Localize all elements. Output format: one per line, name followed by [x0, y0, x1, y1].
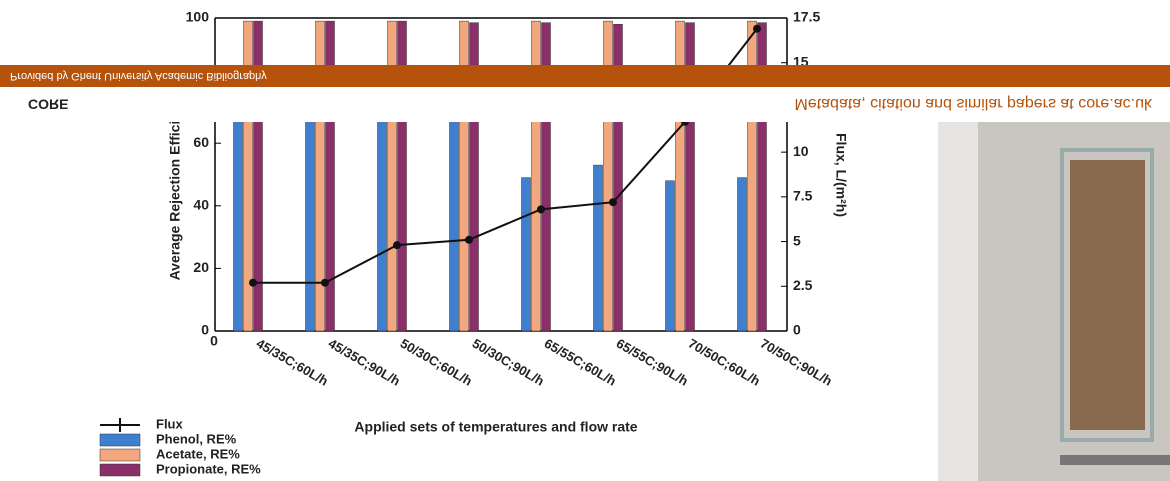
- legend-label: Acetate, RE%: [156, 446, 240, 461]
- legend-swatch: [99, 463, 141, 477]
- y2-label: Flux, L/(m²h): [833, 133, 849, 217]
- bar: [243, 20, 253, 332]
- bar: [315, 20, 325, 332]
- x-tick-label: 50/30C;90L/h: [470, 336, 547, 389]
- bar: [253, 20, 263, 332]
- y2-tick-label: 10: [793, 143, 809, 159]
- photo: [938, 122, 1170, 481]
- banner-logo: CORE: [28, 96, 68, 112]
- flux-line: [253, 28, 758, 284]
- bar: [397, 20, 407, 332]
- x-tick-label: 65/55C;60L/h: [542, 336, 619, 389]
- flux-marker: [393, 241, 401, 250]
- x-tick-label: 45/35C;90L/h: [326, 336, 403, 389]
- bar: [541, 22, 551, 332]
- bar: [459, 20, 469, 332]
- y2-tick-label: 2.5: [793, 277, 813, 293]
- y-tick-label: 60: [193, 134, 209, 150]
- flux-marker: [465, 235, 473, 244]
- legend-label: Propionate, RE%: [156, 461, 261, 476]
- banner-strip: [0, 87, 1170, 122]
- legend-label: Flux: [156, 416, 183, 431]
- x-tick-label: 45/35C;60L/h: [254, 336, 331, 389]
- legend-swatch: [99, 448, 141, 462]
- y-tick-label: 0: [201, 322, 209, 338]
- bar: [603, 20, 613, 332]
- flux-marker: [249, 278, 257, 287]
- x-tick-label: 70/50C;90L/h: [758, 336, 835, 389]
- y2-tick-label: 5: [793, 232, 801, 248]
- x-tick-label: 65/55C;90L/h: [614, 336, 691, 389]
- flux-marker: [321, 278, 329, 287]
- bar: [737, 177, 747, 332]
- flux-marker: [753, 24, 761, 33]
- bar: [593, 164, 603, 332]
- bar: [613, 24, 623, 332]
- bar: [685, 22, 695, 332]
- banner-provider: Provided by Ghent University Academic Bi…: [10, 70, 267, 82]
- flux-marker: [537, 205, 545, 214]
- x-label: Applied sets of temperatures and flow ra…: [354, 419, 637, 435]
- y-tick-label: 100: [186, 9, 210, 25]
- legend-label: Phenol, RE%: [156, 431, 237, 446]
- banner-bar: [0, 65, 1170, 87]
- bar: [757, 22, 767, 332]
- x-tick-label: 50/30C;60L/h: [398, 336, 475, 389]
- y-tick-label: 20: [193, 259, 209, 275]
- y2-tick-label: 17.5: [793, 9, 820, 25]
- y2-tick-label: 0: [793, 322, 801, 338]
- banner-link: Metadata, citation and similar papers at…: [794, 95, 1153, 112]
- y2-tick-label: 7.5: [793, 188, 813, 204]
- bar: [325, 20, 335, 332]
- x-tick-label: 70/50C;60L/h: [686, 336, 763, 389]
- flux-marker: [609, 198, 617, 207]
- bar: [531, 20, 541, 332]
- y-tick-label: 40: [193, 197, 209, 213]
- legend-swatch: [99, 433, 141, 447]
- bar: [521, 177, 531, 332]
- bar: [747, 20, 757, 332]
- bar: [675, 20, 685, 332]
- x-origin-label: 0: [210, 333, 218, 349]
- bar: [469, 22, 479, 332]
- bar: [387, 20, 397, 332]
- bar: [665, 180, 675, 332]
